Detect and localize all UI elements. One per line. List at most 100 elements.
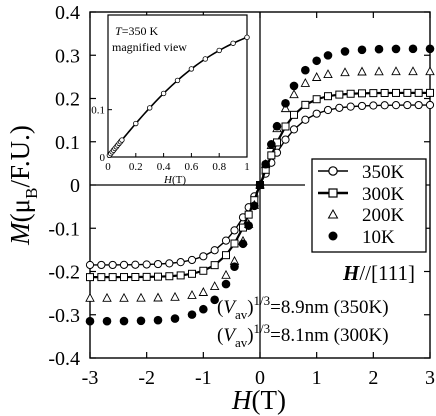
data-point-300K xyxy=(358,89,366,98)
data-point-300K xyxy=(281,122,290,131)
data-point-300K xyxy=(290,110,298,119)
data-point-200K xyxy=(170,291,180,301)
data-point-10K xyxy=(374,44,384,54)
data-point-200K xyxy=(136,292,146,302)
data-point-10K xyxy=(119,316,129,326)
data-point-10K xyxy=(221,279,231,289)
data-point-10K xyxy=(301,65,310,75)
particle-size-300K: (Vav)1/3=8.1nm (300K) xyxy=(217,321,389,350)
data-point-350K xyxy=(414,100,423,110)
data-point-10K xyxy=(230,262,239,271)
y-tick-label: 0.4 xyxy=(55,2,80,24)
inset-x-tick-label: 0.4 xyxy=(157,161,171,173)
data-point-10K xyxy=(312,56,321,66)
data-point-300K xyxy=(324,92,332,101)
data-point-300K xyxy=(380,88,389,97)
main-y-ticks: 0.4 0.3 0.2 0.1 0 -0.1 -0.2 -0.3 -0.4 xyxy=(48,2,430,370)
inset-data-point xyxy=(216,47,222,54)
inset-chart: 0 0.2 0.4 0.6 0.8 1 0 0.1 T=350 K magnified vie… xyxy=(91,14,250,186)
inset-data-point xyxy=(188,66,195,72)
data-point-200K xyxy=(374,66,384,76)
data-point-350K xyxy=(323,105,333,115)
data-point-350K xyxy=(380,101,389,110)
inset-y-tick-label: 0.1 xyxy=(91,105,105,117)
main-y-axis-label: M(μB/F.U.) xyxy=(5,125,41,246)
data-point-350K xyxy=(97,260,106,270)
data-point-350K xyxy=(369,101,378,110)
data-point-200K xyxy=(102,292,112,302)
data-point-10K xyxy=(199,304,208,314)
legend-label-300K: 300K xyxy=(362,184,405,205)
data-point-300K xyxy=(312,95,321,104)
data-point-200K xyxy=(300,77,311,87)
inset-ticks: 0 0.2 0.4 0.6 0.8 1 0 0.1 xyxy=(91,105,250,173)
data-point-10K xyxy=(153,315,163,325)
data-point-350K xyxy=(425,100,435,110)
x-tick-label: 0 xyxy=(255,367,265,389)
legend-label-10K: 10K xyxy=(362,227,395,248)
data-point-200K xyxy=(340,67,350,77)
field-direction-annotation: H//[111] xyxy=(342,261,415,285)
x-tick-label: 2 xyxy=(368,367,378,389)
data-point-350K xyxy=(281,135,290,144)
main-chart: 0.4 0.3 0.2 0.1 0 -0.1 -0.2 -0.3 -0.4 -3 -2 -1 0 1 2 3… xyxy=(5,2,435,415)
data-point-350K xyxy=(187,255,197,265)
y-tick-label: -0.1 xyxy=(48,218,80,240)
main-x-axis-label: H(T) xyxy=(231,385,286,415)
x-tick-label: -1 xyxy=(195,367,212,389)
data-point-10K xyxy=(408,44,418,54)
data-point-200K xyxy=(408,66,418,76)
data-point-350K xyxy=(108,260,117,270)
data-point-300K xyxy=(131,273,140,282)
inset-temperature-label: T=350 K xyxy=(115,24,158,38)
data-point-300K xyxy=(97,273,106,282)
y-tick-label: -0.2 xyxy=(48,262,80,284)
data-point-10K xyxy=(272,121,282,131)
y-tick-label: -0.3 xyxy=(48,305,80,327)
data-point-10K xyxy=(323,51,333,60)
legend-marker-300K xyxy=(328,188,338,198)
data-point-200K xyxy=(280,103,291,113)
data-point-200K xyxy=(187,290,197,299)
data-point-200K xyxy=(425,66,435,76)
inset-plot-frame xyxy=(107,14,248,158)
data-point-350K xyxy=(312,109,321,118)
data-point-350K xyxy=(346,102,355,111)
data-point-350K xyxy=(131,260,140,269)
y-tick-label: 0.3 xyxy=(55,45,80,67)
data-point-10K xyxy=(425,44,435,54)
data-point-300K xyxy=(369,89,378,98)
data-point-10K xyxy=(267,140,276,149)
data-point-350K xyxy=(391,101,401,110)
data-point-10K xyxy=(340,47,350,56)
data-point-350K xyxy=(335,103,344,112)
legend-marker-350K xyxy=(328,166,338,176)
data-point-10K xyxy=(170,314,180,323)
data-point-300K xyxy=(335,90,344,99)
data-point-10K xyxy=(357,45,367,55)
x-tick-label: 1 xyxy=(312,367,322,389)
data-point-10K xyxy=(238,239,248,249)
inset-y-tick-label: 0 xyxy=(100,152,106,164)
data-point-200K xyxy=(119,292,129,302)
data-point-300K xyxy=(86,273,94,282)
y-tick-label: 0 xyxy=(70,175,80,197)
data-point-200K xyxy=(357,66,367,76)
inset-data-point xyxy=(202,56,208,62)
data-point-300K xyxy=(142,272,151,281)
x-tick-label: -2 xyxy=(138,367,155,389)
data-point-300K xyxy=(222,251,230,260)
data-point-10K xyxy=(289,81,299,91)
data-point-350K xyxy=(301,115,310,124)
inset-x-tick-label: 0 xyxy=(105,161,111,173)
y-tick-label: -0.4 xyxy=(48,348,80,370)
inset-x-tick-label: 0.2 xyxy=(129,161,143,173)
inset-data-point xyxy=(230,40,236,46)
data-point-350K xyxy=(176,258,185,267)
data-point-300K xyxy=(267,151,276,160)
data-point-300K xyxy=(301,100,310,109)
inset-x-tick-label: 1 xyxy=(244,161,250,173)
data-point-10K xyxy=(187,310,197,319)
data-point-10K xyxy=(244,221,253,230)
data-point-350K xyxy=(230,226,239,235)
